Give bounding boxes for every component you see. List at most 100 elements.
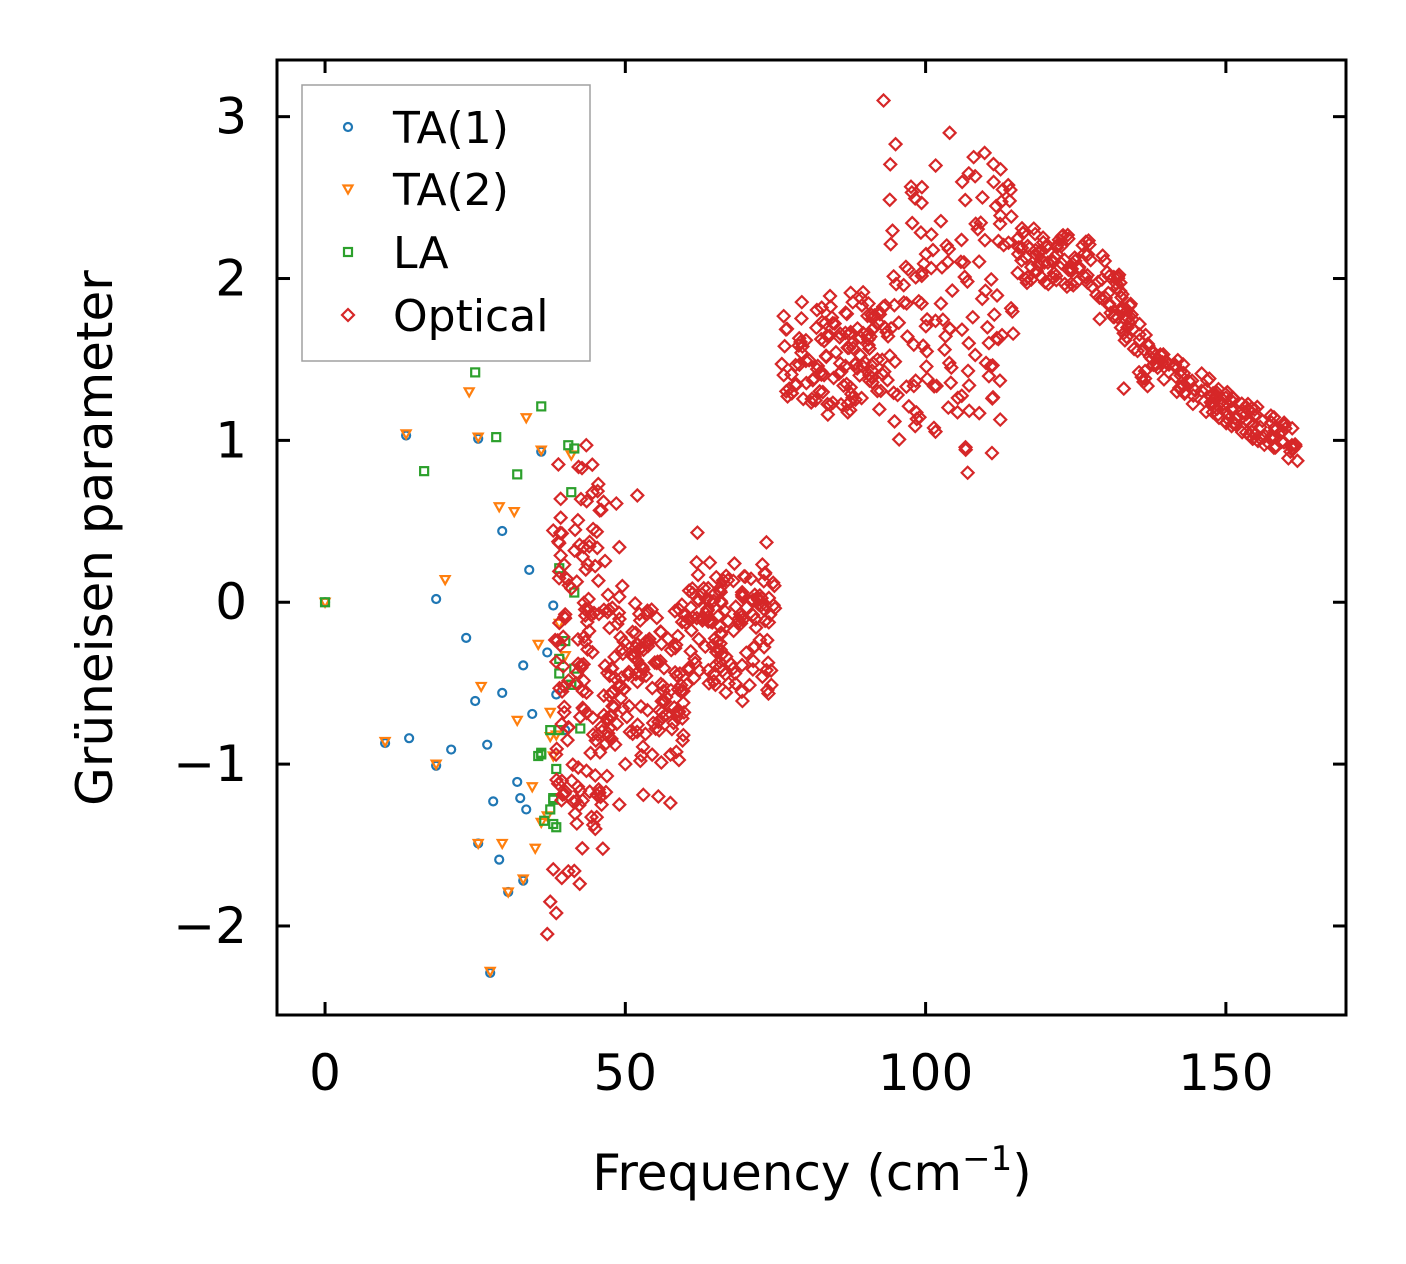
point-optical xyxy=(908,373,924,389)
point-optical xyxy=(1267,439,1284,455)
point-optical xyxy=(734,693,750,709)
point-optical xyxy=(554,773,570,789)
point-optical xyxy=(992,373,1008,389)
point-optical xyxy=(941,241,957,257)
point-optical xyxy=(581,538,597,554)
point-optical xyxy=(1198,404,1214,420)
point-optical xyxy=(611,589,627,605)
point-ta-1 xyxy=(518,660,529,671)
point-optical xyxy=(683,643,699,659)
point-ta-1 xyxy=(488,796,499,807)
point-optical xyxy=(860,295,877,312)
point-optical xyxy=(1254,413,1270,429)
point-optical xyxy=(933,213,949,229)
point-optical xyxy=(779,321,795,337)
point-optical xyxy=(650,788,666,805)
point-optical xyxy=(798,332,814,348)
point-optical xyxy=(632,612,648,629)
point-optical xyxy=(1197,393,1213,409)
point-optical xyxy=(726,623,742,639)
point-optical xyxy=(654,636,670,652)
point-optical xyxy=(886,385,902,401)
point-optical xyxy=(925,242,941,258)
point-optical xyxy=(831,366,847,382)
point-optical xyxy=(574,460,590,476)
x-tick-label: 100 xyxy=(878,1044,973,1102)
point-optical xyxy=(713,593,729,609)
point-optical xyxy=(1284,437,1300,453)
point-optical xyxy=(617,756,633,772)
point-optical xyxy=(575,549,591,565)
point-optical xyxy=(676,607,693,624)
point-optical xyxy=(1081,233,1097,249)
point-optical xyxy=(993,161,1009,177)
point-optical xyxy=(934,259,950,275)
point-optical xyxy=(627,595,643,612)
point-optical xyxy=(861,340,878,356)
point-optical xyxy=(989,287,1005,304)
x-tick-label: 50 xyxy=(594,1044,658,1102)
point-optical xyxy=(1211,410,1227,426)
point-optical xyxy=(611,797,627,813)
point-optical xyxy=(644,602,660,618)
y-tick-label: −1 xyxy=(173,735,247,793)
point-optical xyxy=(1031,245,1047,261)
point-optical xyxy=(548,654,564,670)
point-ta-2 xyxy=(471,838,485,851)
point-optical xyxy=(686,670,702,686)
point-optical xyxy=(720,572,736,588)
point-optical xyxy=(954,174,970,190)
point-optical xyxy=(961,403,977,419)
point-optical xyxy=(984,390,1000,407)
point-optical xyxy=(1019,275,1035,291)
point-optical xyxy=(589,809,605,825)
point-optical xyxy=(1049,237,1065,253)
point-optical xyxy=(1051,232,1067,248)
point-optical xyxy=(996,237,1012,253)
point-optical xyxy=(756,573,772,589)
point-optical xyxy=(701,675,717,691)
point-ta-1 xyxy=(548,600,559,611)
point-optical xyxy=(943,360,959,376)
point-optical xyxy=(992,412,1008,428)
point-optical xyxy=(1140,338,1156,354)
y-tick-label: −2 xyxy=(173,897,247,955)
point-optical xyxy=(667,664,683,680)
x-axis-label: Frequency (cm−1) xyxy=(592,1139,1032,1202)
point-optical xyxy=(882,156,898,172)
point-optical xyxy=(913,195,930,211)
point-optical xyxy=(941,355,957,371)
point-optical xyxy=(551,615,567,631)
point-optical xyxy=(793,310,809,327)
point-optical xyxy=(569,815,585,832)
point-optical xyxy=(1010,230,1026,246)
point-optical xyxy=(838,305,854,321)
point-optical xyxy=(953,254,969,270)
point-optical xyxy=(750,591,766,607)
point-optical xyxy=(589,524,605,540)
point-optical xyxy=(697,639,713,655)
point-optical xyxy=(584,457,600,473)
point-optical xyxy=(1276,417,1292,433)
point-optical xyxy=(567,522,583,538)
point-optical xyxy=(702,555,718,571)
point-optical xyxy=(635,642,652,658)
point-optical xyxy=(644,747,660,763)
point-optical xyxy=(923,260,939,276)
point-optical xyxy=(561,719,577,735)
point-optical xyxy=(942,321,958,337)
point-optical xyxy=(1014,240,1030,256)
point-optical xyxy=(1047,249,1063,265)
point-optical xyxy=(733,615,749,631)
point-optical xyxy=(1153,348,1169,364)
point-optical xyxy=(801,352,817,368)
point-optical xyxy=(570,779,586,795)
point-optical xyxy=(681,660,697,676)
point-optical xyxy=(808,320,824,336)
point-optical xyxy=(667,640,683,656)
point-optical xyxy=(1116,381,1132,397)
point-optical xyxy=(919,311,935,327)
point-optical xyxy=(1185,396,1201,412)
point-optical xyxy=(604,600,620,616)
point-optical xyxy=(1173,367,1189,384)
